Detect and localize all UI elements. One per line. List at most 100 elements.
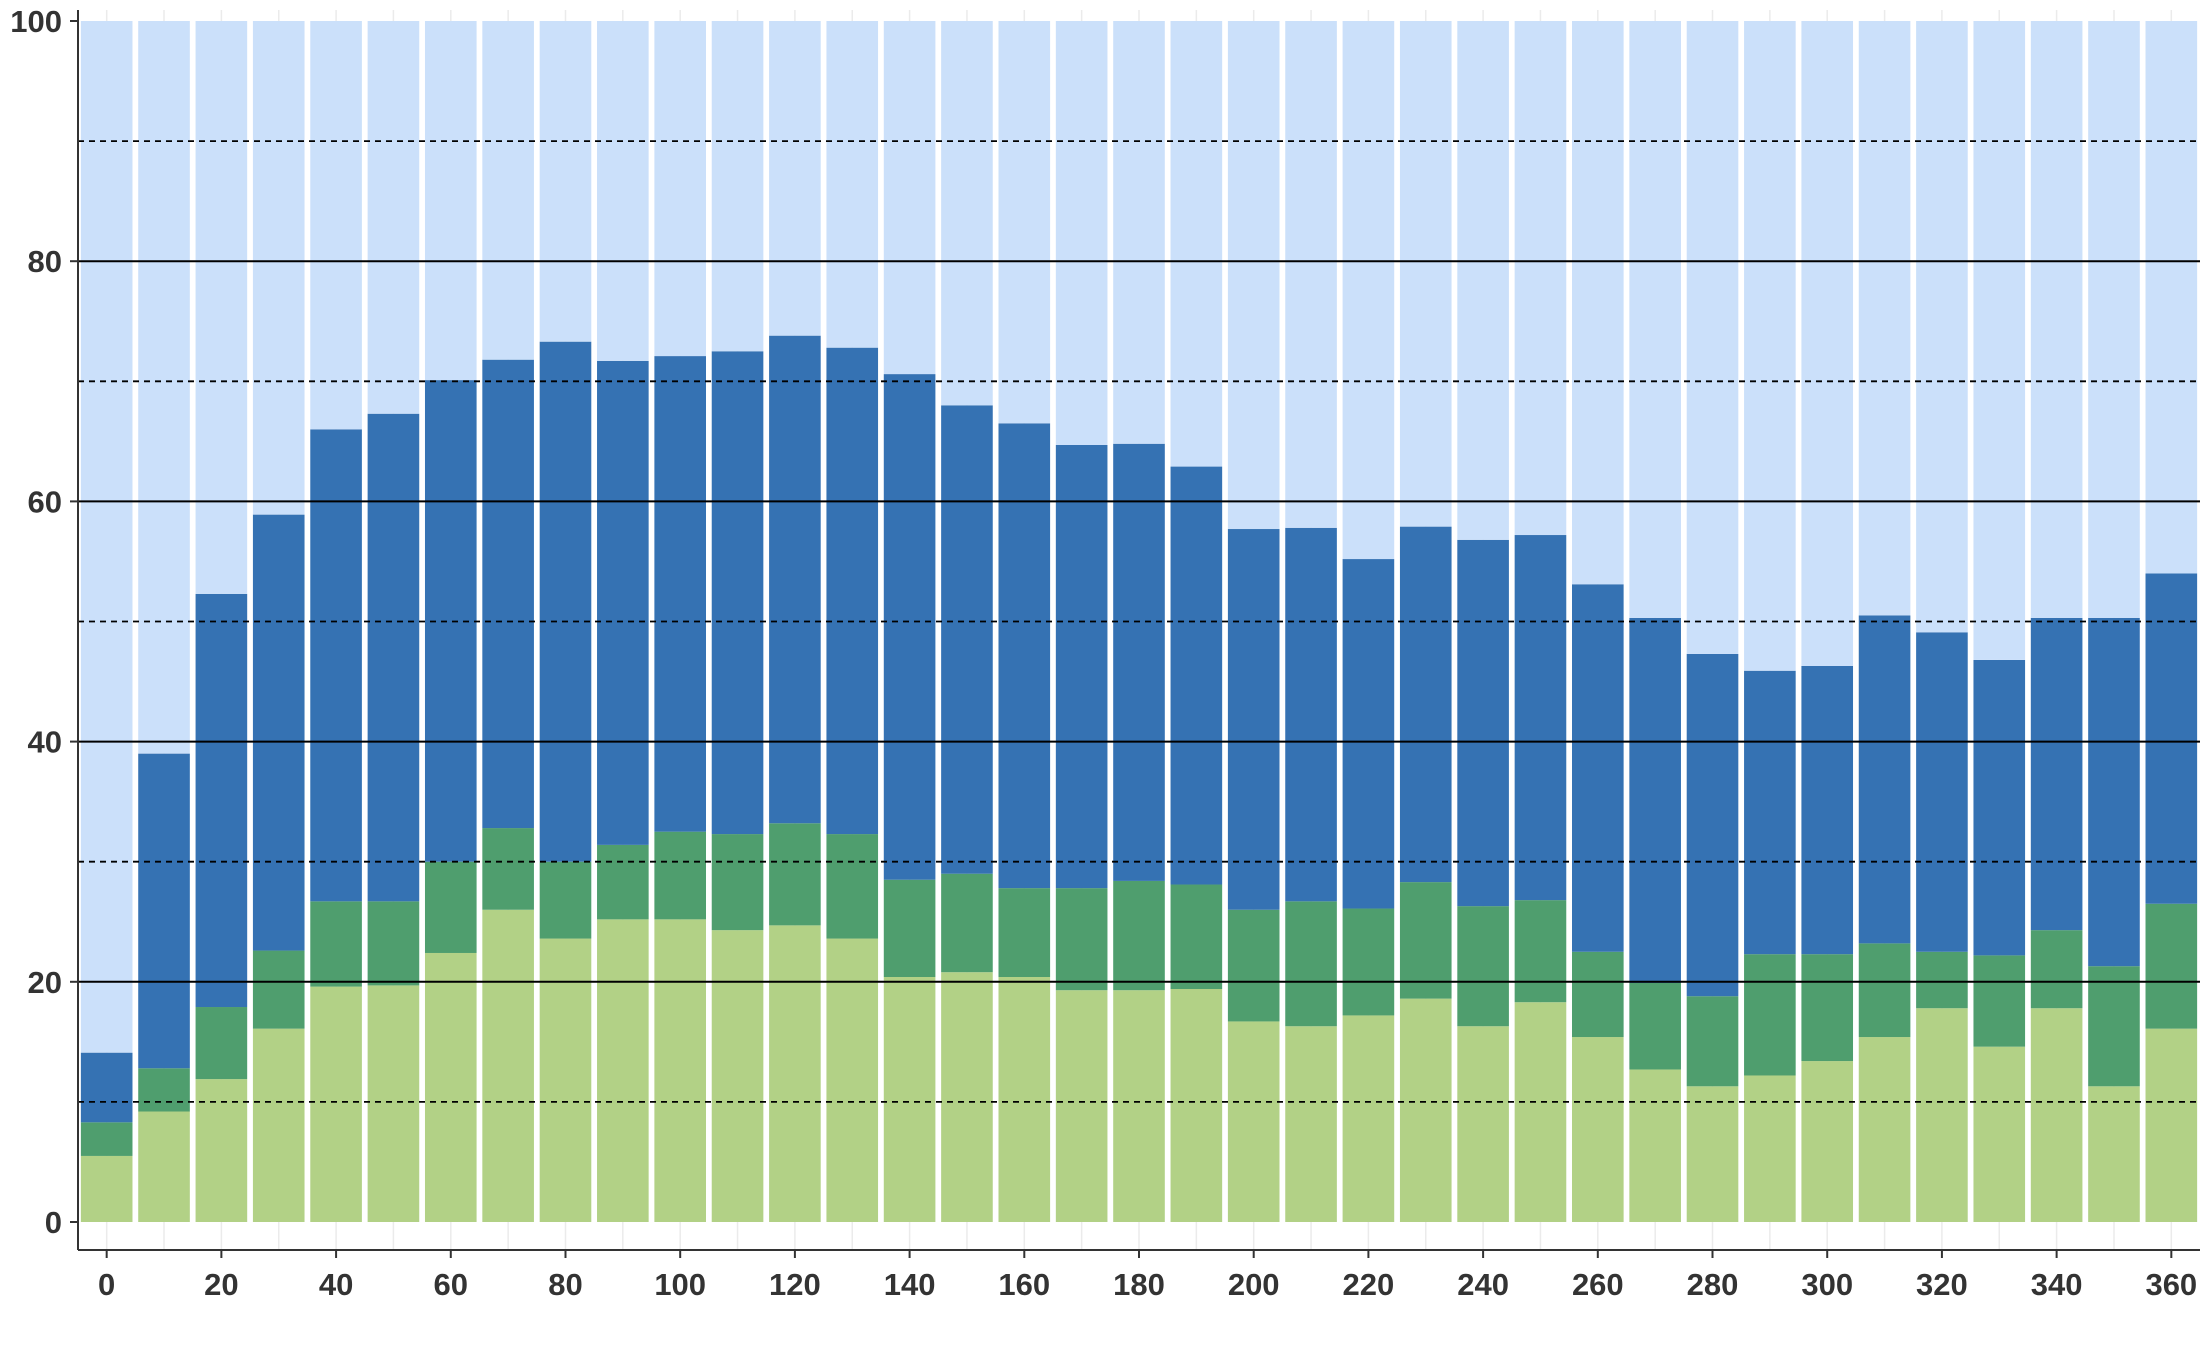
bar-segment — [1342, 559, 1395, 909]
bar-segment — [769, 21, 821, 336]
bar-segment — [1744, 670, 1796, 955]
bar-segment — [482, 828, 534, 910]
bar-segment — [2145, 573, 2198, 904]
x-tick-label: 360 — [2145, 1267, 2197, 1302]
bar-segment — [2030, 1008, 2083, 1222]
bar-segment — [826, 834, 879, 939]
bar-segment — [1858, 21, 1911, 616]
x-tick-label: 260 — [1572, 1267, 1624, 1302]
bar-segment — [1916, 951, 1968, 1009]
bar-segment — [1113, 21, 1165, 444]
bar-segment — [1858, 615, 1911, 944]
bar-segment — [998, 21, 1051, 424]
y-tick-label: 100 — [10, 4, 62, 39]
bar-segment — [539, 341, 592, 862]
bar-segment — [424, 861, 477, 953]
x-tick-label: 340 — [2031, 1267, 2083, 1302]
bar-segment — [1342, 21, 1395, 560]
bar-segment — [1629, 21, 1681, 618]
bar-segment — [1744, 21, 1796, 671]
y-tick-label: 80 — [28, 244, 62, 279]
bar-segment — [941, 972, 993, 1222]
bar-segment — [1801, 665, 1854, 955]
bar-segment — [2145, 21, 2198, 574]
x-tick-label: 0 — [98, 1267, 115, 1302]
bar-segment — [654, 919, 706, 1222]
bar-segment — [1113, 880, 1165, 991]
x-tick-label: 20 — [204, 1267, 238, 1302]
x-tick-label: 200 — [1228, 1267, 1280, 1302]
bar-segment — [1916, 1008, 1968, 1222]
bar-segment — [2030, 617, 2083, 931]
bar-segment — [883, 976, 936, 1222]
bar-segment — [1572, 1037, 1624, 1222]
bar-segment — [1801, 21, 1854, 666]
bar-segment — [1055, 990, 1108, 1222]
bar-segment — [195, 1079, 248, 1222]
bar-segment — [1744, 954, 1796, 1076]
bar-segment — [1916, 21, 1968, 633]
bar-segment — [2145, 1028, 2198, 1222]
bar-segment — [1399, 526, 1452, 883]
bar-segment — [1686, 21, 1739, 654]
bar-segment — [195, 593, 248, 1008]
bar-segment — [1170, 21, 1223, 467]
bar-segment — [1686, 1086, 1739, 1222]
x-tick-label: 40 — [319, 1267, 353, 1302]
bar-segment — [826, 938, 879, 1222]
bar-segment — [138, 1111, 190, 1222]
bar-segment — [1227, 909, 1280, 1022]
x-tick-label: 320 — [1916, 1267, 1968, 1302]
bar-segment — [1457, 21, 1509, 540]
bar-segment — [539, 938, 592, 1222]
bar-segment — [1342, 908, 1395, 1016]
bar-segment — [1457, 906, 1509, 1027]
bar-segment — [424, 952, 477, 1222]
bar-segment — [1686, 653, 1739, 997]
bar-segment — [883, 374, 936, 880]
x-tick-label: 160 — [998, 1267, 1050, 1302]
bar-segment — [367, 901, 420, 986]
bar-segment — [1055, 444, 1108, 889]
bar-segment — [1399, 21, 1452, 527]
bar-segment — [654, 831, 706, 920]
bar-segment — [2145, 903, 2198, 1029]
bar-segment — [1514, 1002, 1567, 1222]
bar-segment — [883, 21, 936, 375]
bar-segment — [2030, 930, 2083, 1009]
bar-segment — [597, 844, 649, 920]
bar-segment — [1055, 21, 1108, 445]
x-tick-label: 220 — [1343, 1267, 1395, 1302]
bar-segment — [1514, 900, 1567, 1003]
bar-segment — [80, 1155, 133, 1222]
bar-segment — [1629, 1069, 1681, 1222]
bar-segment — [80, 1122, 133, 1156]
bar-segment — [1055, 888, 1108, 991]
bar-segment — [998, 423, 1051, 889]
bar-segment — [367, 985, 420, 1222]
x-tick-label: 80 — [548, 1267, 582, 1302]
bar-segment — [310, 901, 362, 987]
bar-segment — [482, 21, 534, 360]
bar-segment — [138, 1068, 190, 1112]
bar-segment — [482, 359, 534, 829]
bar-segment — [539, 861, 592, 939]
bar-segment — [826, 21, 879, 348]
bar-segment — [941, 21, 993, 406]
bar-segment — [597, 919, 649, 1222]
bar-segment — [1113, 990, 1165, 1222]
bar-segment — [826, 347, 879, 835]
x-tick-label: 240 — [1457, 1267, 1509, 1302]
bar-segment — [2088, 21, 2140, 618]
bar-segment — [597, 360, 649, 845]
bar-segment — [424, 21, 477, 381]
bar-segment — [597, 21, 649, 361]
bar-segment — [1342, 1015, 1395, 1222]
bar-segment — [1457, 539, 1509, 907]
bar-segment — [1285, 1026, 1337, 1222]
bar-segment — [1858, 943, 1911, 1038]
x-tick-label: 120 — [769, 1267, 821, 1302]
bar-segment — [1285, 527, 1337, 902]
bar-segment — [711, 930, 764, 1222]
